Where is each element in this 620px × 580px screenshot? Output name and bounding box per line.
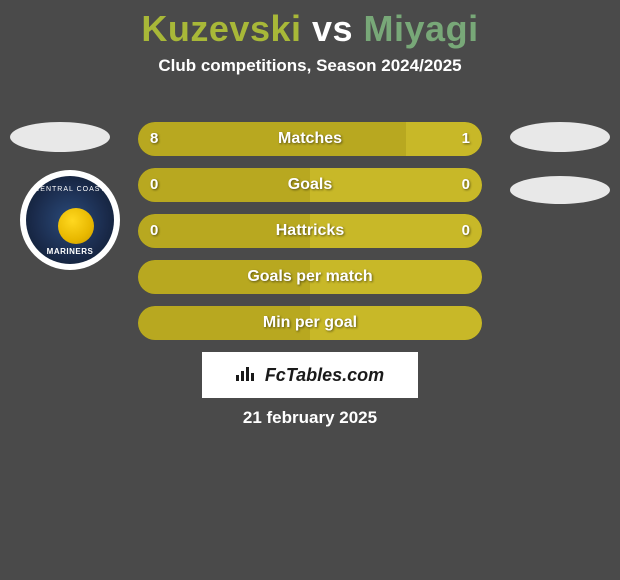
player1-club-badge: CENTRAL COAST MARINERS xyxy=(20,170,120,270)
date-text: 21 february 2025 xyxy=(0,408,620,428)
bar-row: 81Matches xyxy=(138,122,482,156)
player2-avatar xyxy=(510,122,610,152)
logo-label: FcTables.com xyxy=(265,365,384,385)
player1-avatar xyxy=(10,122,110,152)
club-badge-top-text: CENTRAL COAST xyxy=(26,186,114,193)
bar-row: 00Hattricks xyxy=(138,214,482,248)
bar-row: Goals per match xyxy=(138,260,482,294)
bar-label: Goals per match xyxy=(138,260,482,294)
bar-row: Min per goal xyxy=(138,306,482,340)
bar-row: 00Goals xyxy=(138,168,482,202)
player1-name: Kuzevski xyxy=(141,8,301,49)
chart-icon xyxy=(236,365,261,385)
bar-label: Matches xyxy=(138,122,482,156)
vs-text: vs xyxy=(302,8,364,49)
page-title: Kuzevski vs Miyagi xyxy=(0,0,620,50)
club-badge-ball-icon xyxy=(58,208,94,244)
player2-club-avatar xyxy=(510,176,610,204)
player2-name: Miyagi xyxy=(364,8,479,49)
subtitle: Club competitions, Season 2024/2025 xyxy=(0,56,620,76)
bar-label: Goals xyxy=(138,168,482,202)
club-badge-inner: CENTRAL COAST MARINERS xyxy=(26,176,114,264)
bar-label: Hattricks xyxy=(138,214,482,248)
comparison-bars: 81Matches 00Goals 00Hattricks Goals per mat… xyxy=(138,122,482,352)
bar-label: Min per goal xyxy=(138,306,482,340)
logo-text: FcTables.com xyxy=(236,365,384,386)
club-badge-bottom-text: MARINERS xyxy=(26,247,114,256)
site-logo: FcTables.com xyxy=(202,352,418,398)
